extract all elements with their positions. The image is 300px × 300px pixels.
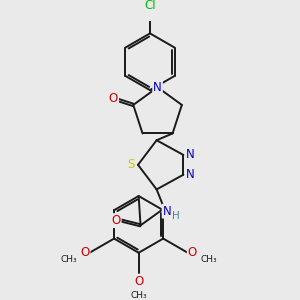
Text: O: O <box>188 246 197 259</box>
Text: O: O <box>134 274 143 288</box>
Text: H: H <box>172 211 179 221</box>
Text: N: N <box>163 205 171 218</box>
Text: CH₃: CH₃ <box>61 255 77 264</box>
Text: O: O <box>80 246 89 259</box>
Text: S: S <box>128 158 135 171</box>
Text: O: O <box>111 214 121 227</box>
Text: N: N <box>186 168 194 181</box>
Text: CH₃: CH₃ <box>130 291 147 300</box>
Text: N: N <box>153 81 162 94</box>
Text: Cl: Cl <box>144 0 156 13</box>
Text: CH₃: CH₃ <box>200 255 217 264</box>
Text: O: O <box>109 92 118 105</box>
Text: N: N <box>186 148 194 161</box>
